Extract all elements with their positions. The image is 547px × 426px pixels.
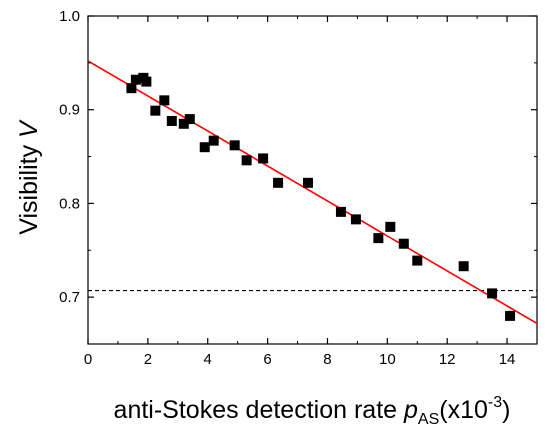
data-point (398, 238, 409, 249)
y-tick-label: 0.8 (59, 195, 80, 212)
y-tick-label: 0.7 (59, 289, 80, 306)
data-point (273, 177, 284, 188)
data-point (178, 118, 189, 129)
data-point (184, 114, 195, 125)
x-tick-label: 8 (323, 351, 331, 368)
fit-line (87, 60, 538, 325)
x-tick-label: 14 (499, 351, 516, 368)
data-point (229, 140, 240, 151)
plot-frame (87, 15, 538, 345)
data-point (373, 233, 384, 244)
data-point (126, 83, 137, 94)
x-tick-label: 12 (439, 351, 456, 368)
data-point (412, 255, 423, 266)
y-axis-label: Visibility V (15, 119, 43, 235)
y-tick-label: 0.9 (59, 102, 80, 119)
data-point (208, 135, 219, 146)
x-axis-label: anti-Stokes detection rate pAS(x10-3) (114, 394, 511, 426)
data-point (335, 206, 346, 217)
y-tick-label: 1.0 (59, 8, 80, 25)
data-point (385, 221, 396, 232)
data-point (150, 105, 161, 116)
data-point (199, 142, 210, 153)
x-tick-label: 10 (379, 351, 396, 368)
data-point (458, 261, 469, 272)
data-point (258, 153, 269, 164)
data-point (505, 310, 516, 321)
x-tick-label: 6 (263, 351, 271, 368)
x-tick-label: 4 (204, 351, 212, 368)
x-tick-label: 0 (84, 351, 92, 368)
data-point (303, 177, 314, 188)
data-point (241, 155, 252, 166)
plot-area-border (87, 15, 538, 345)
data-point (487, 288, 498, 299)
data-point (159, 95, 170, 106)
axis-ticks: 0 2 4 6 8 10 12 14 0.7 0.8 0.9 1.0 (59, 8, 537, 368)
data-point (350, 214, 361, 225)
data-points (126, 72, 516, 321)
data-point (130, 74, 141, 85)
data-point (166, 115, 177, 126)
x-tick-label: 2 (144, 351, 152, 368)
fit-line-layer (87, 60, 538, 325)
data-point (141, 76, 152, 87)
